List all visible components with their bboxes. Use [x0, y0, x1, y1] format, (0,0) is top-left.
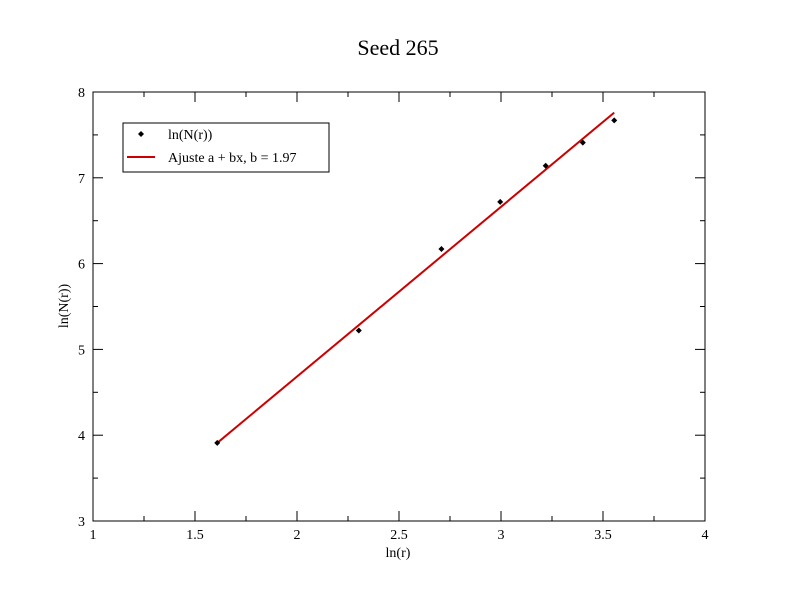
y-axis-label: ln(N(r)) — [57, 284, 72, 329]
data-point — [214, 439, 221, 446]
x-tick-label: 4 — [702, 528, 709, 543]
y-tick-label: 4 — [78, 429, 85, 444]
chart-title: Seed 265 — [357, 35, 438, 60]
legend-box — [122, 122, 330, 173]
data-point — [542, 162, 549, 169]
legend-marker-points — [138, 131, 144, 137]
x-tick-label: 1.5 — [186, 528, 204, 543]
legend: ln(N(r)) Ajuste a + bx, b = 1.97 — [122, 122, 330, 173]
data-point — [497, 198, 504, 205]
legend-label-points: ln(N(r)) — [168, 128, 213, 143]
series-layer — [214, 111, 618, 446]
y-tick-label: 7 — [78, 172, 85, 187]
legend-label-fit: Ajuste a + bx, b = 1.97 — [168, 151, 297, 166]
x-tick-label: 2.5 — [390, 528, 408, 543]
x-tick-label: 3 — [498, 528, 505, 543]
y-tick-label: 8 — [78, 86, 85, 101]
y-tick-label: 3 — [78, 515, 85, 530]
data-point — [611, 117, 618, 124]
data-point — [579, 139, 586, 146]
x-tick-label: 1 — [90, 528, 97, 543]
y-tick-label: 6 — [78, 258, 85, 273]
x-axis-ticks: 1 1.5 2 2.5 3 3.5 4 — [90, 92, 709, 543]
data-point — [355, 327, 362, 334]
x-tick-label: 2 — [294, 528, 301, 543]
x-axis-label: ln(r) — [386, 546, 411, 561]
data-point — [438, 246, 445, 253]
y-axis-ticks: 3 4 5 6 7 8 — [78, 86, 705, 530]
y-tick-label: 5 — [78, 343, 85, 358]
fit-line — [216, 111, 615, 444]
x-tick-label: 3.5 — [594, 528, 612, 543]
